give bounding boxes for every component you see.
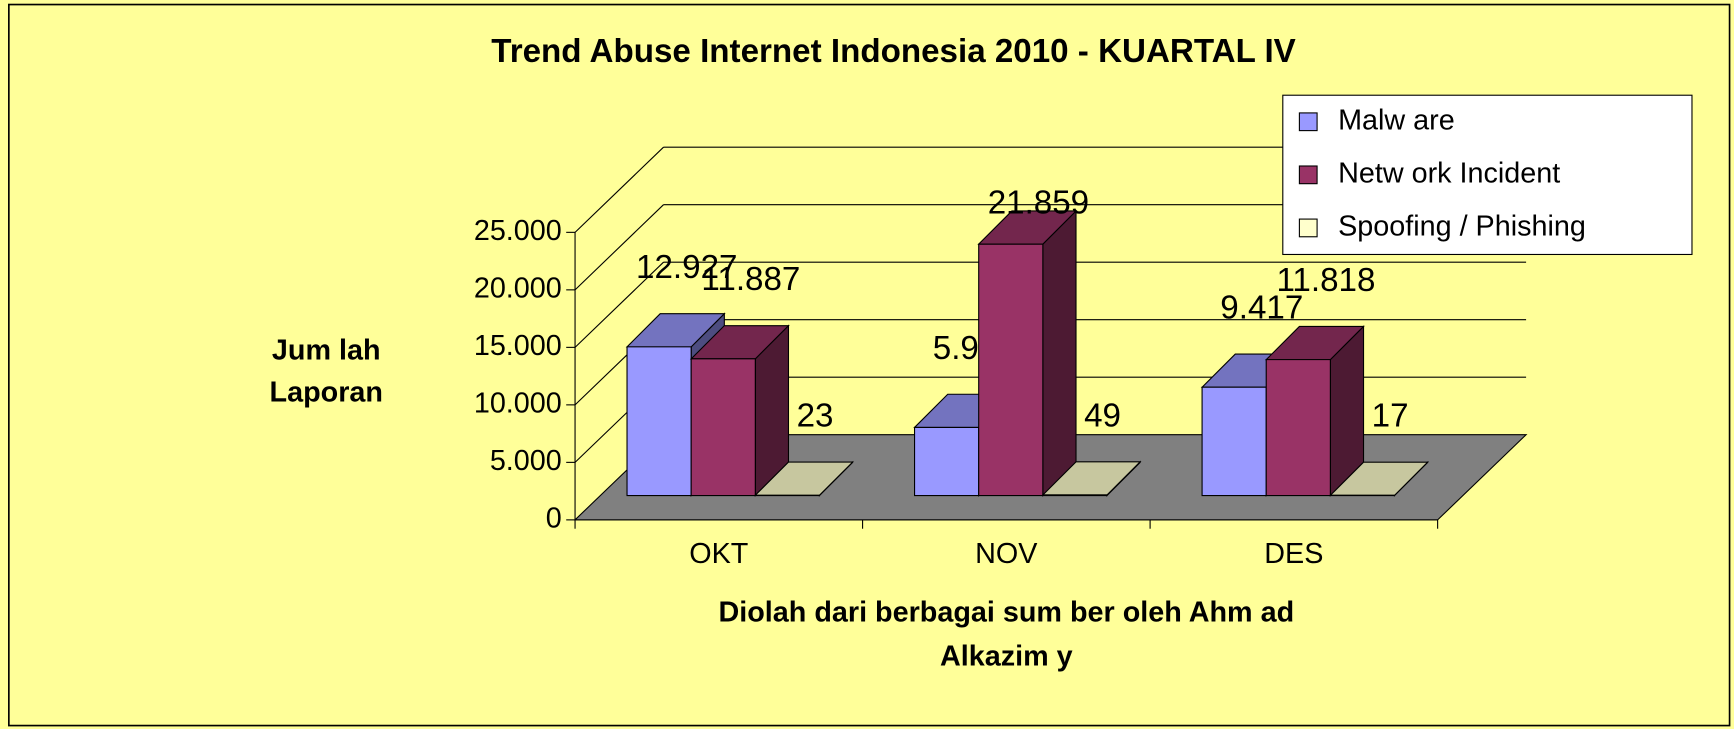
data-label: 21.859 xyxy=(988,184,1089,221)
y-tick-label: 20.000 xyxy=(474,272,562,304)
bar xyxy=(1264,325,1365,497)
data-label: 49 xyxy=(1084,397,1121,434)
grid-line xyxy=(574,204,664,291)
bar xyxy=(1329,460,1430,497)
bar-face xyxy=(690,358,756,497)
x-tick-label: NOV xyxy=(975,538,1038,570)
bar-face xyxy=(913,426,980,497)
y-tick-label: 5.000 xyxy=(490,445,562,477)
data-label: 11.887 xyxy=(701,261,800,298)
legend-box xyxy=(1282,94,1693,256)
bar-face xyxy=(626,346,692,497)
x-tick-label: DES xyxy=(1264,538,1323,570)
bar-face xyxy=(978,243,1044,497)
y-tick-label: 15.000 xyxy=(474,330,562,362)
legend-label: Spoofing / Phishing xyxy=(1338,211,1586,243)
legend-swatch xyxy=(1298,112,1318,132)
grid-line xyxy=(574,261,664,348)
bar-face xyxy=(1201,386,1267,497)
legend-label: Malw are xyxy=(1338,104,1455,136)
bar xyxy=(1041,460,1142,497)
bar xyxy=(977,209,1078,497)
chart-title: Trend Abuse Internet Indonesia 2010 - KU… xyxy=(491,33,1296,70)
data-label: 17 xyxy=(1372,398,1409,435)
y-tick-label: 10.000 xyxy=(474,387,562,419)
data-label: 11.818 xyxy=(1276,262,1375,299)
x-axis-label: Diolah dari berbagai sum ber oleh Ahm ad xyxy=(719,596,1295,628)
data-label: 9.417 xyxy=(1220,290,1303,327)
data-label: 23 xyxy=(797,398,834,435)
data-label: 12.927 xyxy=(636,249,737,286)
bar-face xyxy=(1042,209,1077,497)
y-axis-label: Laporan xyxy=(270,376,383,408)
x-tick-label: OKT xyxy=(689,538,748,570)
bar xyxy=(689,324,790,497)
y-axis-label: Jum lah xyxy=(272,334,381,366)
y-tick-label: 25.000 xyxy=(474,215,562,247)
bar-face xyxy=(1042,494,1108,497)
legend-label: Netw ork Incident xyxy=(1338,157,1560,189)
bar xyxy=(753,460,854,497)
legend-swatch xyxy=(1298,218,1318,238)
bar-face xyxy=(1265,359,1331,497)
grid-line xyxy=(574,146,664,233)
y-tick-label: 0 xyxy=(546,502,562,534)
legend-swatch xyxy=(1298,165,1318,185)
x-axis-label: Alkazim y xyxy=(940,641,1073,673)
